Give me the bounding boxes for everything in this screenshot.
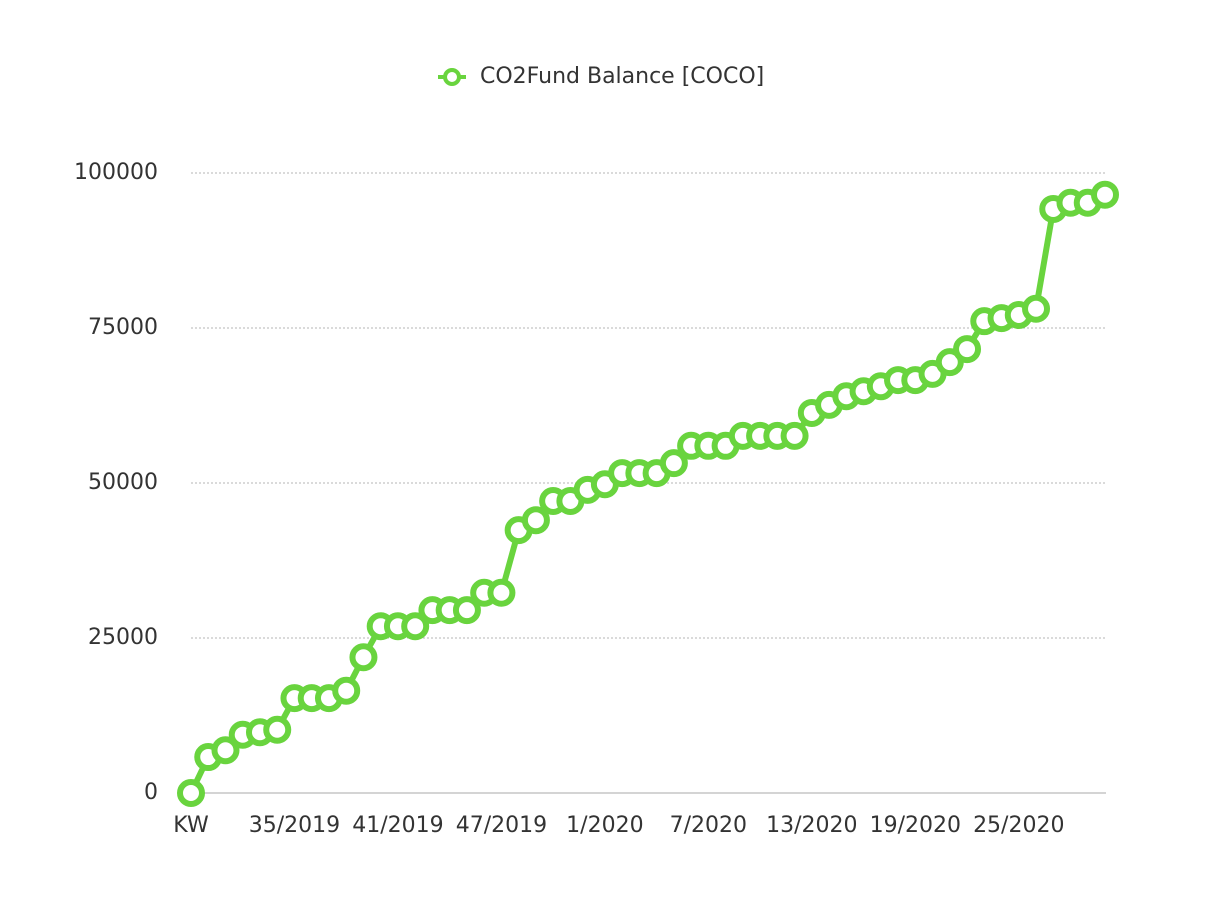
point <box>401 612 430 641</box>
point <box>487 578 516 607</box>
point <box>521 506 550 535</box>
point <box>177 779 205 807</box>
point <box>1091 180 1119 209</box>
x-tick-label: 41/2019 <box>352 813 443 838</box>
point <box>349 643 378 672</box>
legend-label: CO2Fund Balance [COCO] <box>480 64 764 89</box>
x-tick-label: 19/2020 <box>870 813 961 838</box>
point <box>452 596 481 625</box>
x-tick-label: 7/2020 <box>670 813 747 838</box>
x-tick-label: 47/2019 <box>456 813 547 838</box>
point <box>659 449 688 478</box>
x-tick-label: 1/2020 <box>566 813 643 838</box>
x-tick-label: 25/2020 <box>973 813 1064 838</box>
y-tick-label: 50000 <box>88 470 158 495</box>
y-tick-label: 0 <box>144 780 158 805</box>
legend-marker <box>443 68 461 86</box>
y-tick-label: 25000 <box>88 625 158 650</box>
y-tick-label: 75000 <box>88 315 158 340</box>
y-tick-label: 100000 <box>74 160 158 185</box>
point <box>780 421 809 450</box>
point <box>211 736 240 765</box>
point <box>1022 294 1051 323</box>
x-tick-label: 35/2019 <box>249 813 340 838</box>
point <box>953 335 982 364</box>
point <box>332 676 361 705</box>
x-tick-label: KW <box>173 813 209 838</box>
point <box>263 715 292 744</box>
x-tick-label: 13/2020 <box>766 813 857 838</box>
